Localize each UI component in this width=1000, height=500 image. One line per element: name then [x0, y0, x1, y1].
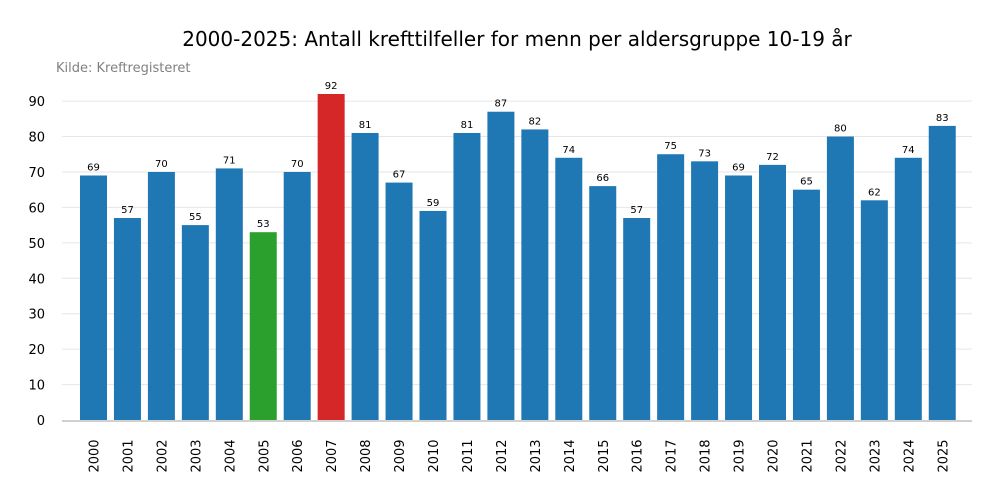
data-label-2009: 67 — [393, 170, 406, 181]
data-label-2002: 70 — [155, 159, 168, 170]
bar-2017 — [657, 154, 685, 420]
bars — [80, 94, 956, 421]
data-label-2023: 62 — [868, 187, 881, 198]
bar-2007 — [317, 94, 345, 420]
bar-2016 — [623, 218, 651, 420]
bar-2002 — [147, 171, 175, 420]
x-tick-label-2018: 2018 — [699, 439, 714, 472]
x-tick-label-2002: 2002 — [155, 439, 170, 472]
data-label-2011: 81 — [461, 120, 474, 131]
bar-2012 — [487, 111, 515, 420]
y-tick-label: 80 — [28, 131, 45, 146]
bar-2015 — [589, 186, 617, 420]
bar-2005 — [249, 232, 277, 420]
data-label-2022: 80 — [834, 124, 847, 135]
bar-2019 — [725, 175, 753, 420]
bar-2024 — [894, 157, 922, 421]
data-label-2021: 65 — [800, 177, 813, 188]
bar-2020 — [759, 164, 786, 420]
x-tick-label-2016: 2016 — [631, 439, 646, 472]
x-tick-label-2015: 2015 — [597, 439, 612, 472]
x-tick-label-2009: 2009 — [393, 439, 408, 472]
y-tick-label: 20 — [28, 343, 45, 358]
y-tick-label: 60 — [28, 201, 45, 216]
bar-2018 — [691, 161, 719, 420]
data-label-2019: 69 — [732, 163, 745, 174]
x-tick-label-2023: 2023 — [868, 439, 883, 472]
data-label-2018: 73 — [698, 148, 711, 159]
bar-2025 — [928, 125, 956, 421]
chart-title: 2000-2025: Antall krefttilfeller for men… — [182, 27, 852, 51]
data-label-2003: 55 — [189, 212, 202, 223]
x-tick-label-2010: 2010 — [427, 439, 442, 472]
data-label-2010: 59 — [427, 198, 440, 209]
y-axis-ticks: 0 10 20 30 40 50 60 70 80 90 — [28, 95, 45, 429]
y-tick-label: 50 — [28, 237, 45, 252]
x-axis-ticks: 2000 2001 2002 2003 2004 2005 2006 2007 2008 2009… — [88, 439, 952, 472]
y-tick-label: 0 — [37, 414, 45, 429]
data-label-2025: 83 — [936, 113, 949, 124]
data-label-2012: 87 — [495, 99, 508, 110]
data-label-2006: 70 — [291, 159, 304, 170]
data-label-2000: 69 — [87, 163, 100, 174]
data-label-2005: 53 — [257, 219, 270, 230]
data-labels: 69 57 70 55 71 53 70 92 81 67 59 81 87 82 74 66 57 75 73 69… — [87, 81, 948, 230]
x-tick-label-2022: 2022 — [834, 439, 849, 472]
x-tick-label-2000: 2000 — [88, 439, 103, 472]
x-tick-label-2012: 2012 — [495, 439, 510, 472]
x-tick-label-2017: 2017 — [665, 439, 680, 472]
bar-2022 — [826, 136, 854, 421]
x-tick-label-2014: 2014 — [563, 439, 578, 472]
x-tick-label-2007: 2007 — [325, 439, 340, 472]
bar-2011 — [453, 132, 481, 420]
bar-2000 — [80, 175, 107, 420]
bar-2006 — [283, 171, 311, 420]
chart-source: Kilde: Kreftregisteret — [56, 61, 190, 76]
bar-2004 — [215, 168, 243, 420]
y-tick-label: 10 — [28, 379, 45, 394]
data-label-2007: 92 — [325, 81, 338, 92]
bar-2014 — [555, 157, 583, 421]
data-label-2017: 75 — [664, 141, 677, 152]
data-label-2001: 57 — [121, 205, 134, 216]
x-tick-label-2001: 2001 — [121, 439, 136, 472]
data-label-2014: 74 — [562, 145, 575, 156]
bar-2013 — [521, 129, 549, 420]
data-label-2008: 81 — [359, 120, 372, 131]
bar-2008 — [351, 132, 379, 420]
data-label-2013: 82 — [528, 116, 541, 127]
bar-2021 — [792, 189, 820, 420]
bar-2010 — [419, 210, 447, 420]
x-tick-label-2013: 2013 — [529, 439, 544, 472]
gridlines — [62, 100, 972, 386]
x-tick-label-2005: 2005 — [257, 439, 272, 472]
x-tick-label-2024: 2024 — [902, 439, 917, 472]
y-tick-label: 70 — [28, 166, 45, 181]
x-tick-label-2008: 2008 — [359, 439, 374, 472]
x-tick-label-2011: 2011 — [461, 439, 476, 472]
data-label-2004: 71 — [223, 155, 236, 166]
x-tick-label-2019: 2019 — [733, 439, 748, 472]
bar-2009 — [385, 182, 413, 420]
bar-2001 — [113, 218, 141, 420]
x-tick-label-2025: 2025 — [936, 439, 951, 472]
x-tick-label-2021: 2021 — [800, 439, 815, 472]
y-tick-label: 30 — [28, 308, 45, 323]
data-label-2016: 57 — [630, 205, 643, 216]
x-tick-label-2004: 2004 — [223, 439, 238, 472]
y-tick-label: 40 — [28, 272, 45, 287]
bar-2003 — [181, 225, 209, 420]
x-tick-label-2006: 2006 — [291, 439, 306, 472]
data-label-2024: 74 — [902, 145, 915, 156]
data-label-2015: 66 — [596, 173, 609, 184]
x-tick-label-2020: 2020 — [767, 439, 782, 472]
x-tick-label-2003: 2003 — [189, 439, 204, 472]
y-tick-label: 90 — [28, 95, 45, 110]
bar-2023 — [860, 200, 888, 420]
data-label-2020: 72 — [766, 152, 779, 163]
